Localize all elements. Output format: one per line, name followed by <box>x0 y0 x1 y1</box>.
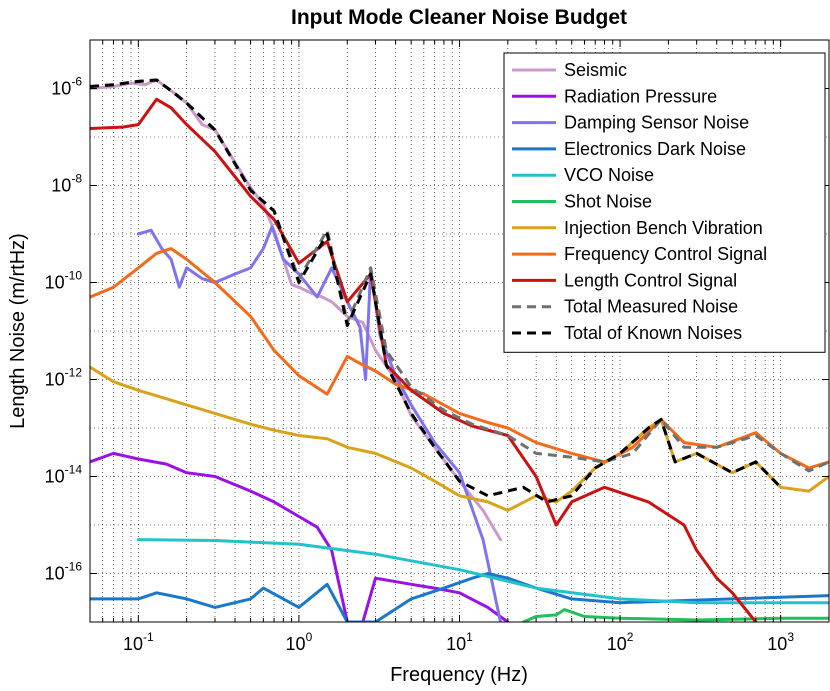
legend-label: Seismic <box>564 60 627 80</box>
y-tick-label: 10-16 <box>45 560 83 584</box>
series-line-total-of-known-noises <box>90 78 782 504</box>
legend-label: Frequency Control Signal <box>564 244 767 264</box>
y-tick-label: 10-10 <box>45 269 83 293</box>
legend-label: Total of Known Noises <box>564 323 742 343</box>
series-line-vco-noise <box>136 538 829 605</box>
x-axis-label: Frequency (Hz) <box>390 664 528 686</box>
y-tick-label: 10-12 <box>45 366 83 390</box>
series-line-seismic <box>90 78 502 542</box>
y-tick-label: 10-8 <box>51 172 82 196</box>
x-tick-label: 10-1 <box>123 630 154 654</box>
legend-label: Electronics Dark Noise <box>564 139 746 159</box>
x-tick-label: 101 <box>446 630 473 654</box>
series-line-radiation-pressure <box>90 451 510 622</box>
chart-title: Input Mode Cleaner Noise Budget <box>291 6 627 29</box>
y-tick-label: 10-6 <box>51 75 82 99</box>
legend-label: Radiation Pressure <box>564 86 717 106</box>
series-line-frequency-control-signal <box>90 247 829 470</box>
series-group <box>90 78 829 622</box>
legend-label: Shot Noise <box>564 192 652 212</box>
legend-label: Injection Bench Vibration <box>564 218 763 238</box>
series-line-damping-sensor-noise <box>136 225 502 622</box>
legend-label: Total Measured Noise <box>564 297 738 317</box>
legend-box <box>503 52 826 353</box>
x-tick-label: 103 <box>767 630 794 654</box>
y-axis-label: Length Noise (m/rtHz) <box>7 233 29 429</box>
legend-label: Length Control Signal <box>564 270 737 290</box>
y-tick-label: 10-14 <box>45 463 83 487</box>
series-line-length-control-signal <box>90 97 758 622</box>
series-line-shot-noise <box>521 608 829 622</box>
axis-ticks: 10-1 100 101 102 103 10-16 10-14 10-12 10-10 10-8… <box>45 40 830 654</box>
series-line-electronics-dark-noise <box>90 572 829 622</box>
legend-label: Damping Sensor Noise <box>564 113 749 133</box>
legend: Seismic Radiation Pressure Damping Sensor … <box>503 52 826 353</box>
x-tick-label: 100 <box>286 630 313 654</box>
x-tick-label: 102 <box>607 630 634 654</box>
legend-label: VCO Noise <box>564 165 654 185</box>
